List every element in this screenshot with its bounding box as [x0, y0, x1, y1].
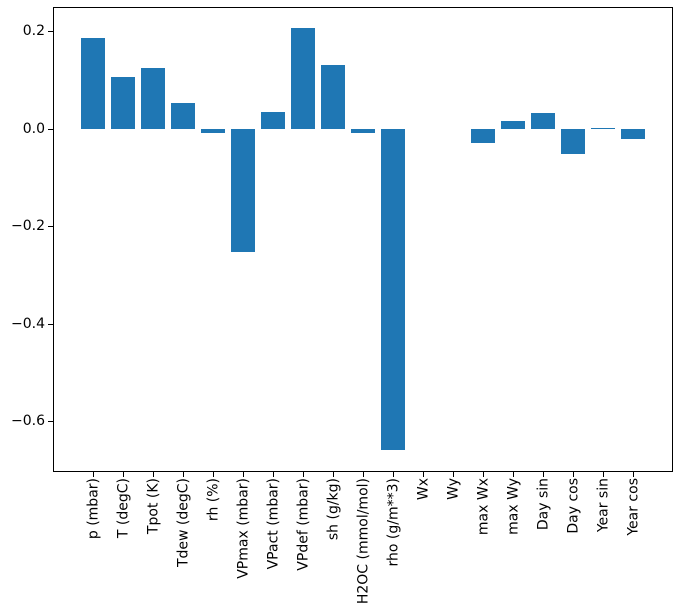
- y-tick-mark: [48, 323, 53, 325]
- y-tick-label: −0.2: [11, 218, 45, 235]
- bar-sh-g-kg: [321, 64, 345, 129]
- bar-max-wx: [470, 128, 495, 143]
- y-tick-mark: [48, 31, 53, 33]
- x-tick-mark: [273, 472, 275, 477]
- x-tick-mark: [363, 472, 364, 477]
- x-tick-mark: [602, 472, 604, 477]
- y-tick-label: 0.0: [22, 120, 45, 137]
- bar-t-degc: [111, 76, 136, 129]
- x-tick-mark: [572, 472, 574, 477]
- bar-rho-g-m-3: [381, 128, 405, 451]
- y-tick-label: 0.2: [22, 23, 45, 40]
- bar-tdew-degc: [171, 102, 196, 129]
- bar-vpdef-mbar: [291, 28, 315, 129]
- x-tick-mark: [482, 472, 484, 477]
- x-tick-mark: [632, 472, 634, 477]
- y-tick-label: −0.4: [11, 315, 45, 332]
- bar-vpact-mbar: [261, 111, 286, 129]
- bar-tpot-k: [141, 67, 166, 129]
- y-tick-mark: [48, 128, 53, 130]
- bar-rh: [201, 128, 226, 134]
- bar-year-cos: [620, 128, 645, 140]
- x-tick-mark: [213, 472, 215, 477]
- bar-vpmax-mbar: [231, 128, 256, 253]
- x-tick-mark: [243, 472, 245, 477]
- bar-day-cos: [560, 128, 585, 155]
- x-tick-mark: [393, 472, 394, 477]
- x-tick-mark: [333, 472, 334, 477]
- y-tick-label: −0.6: [11, 412, 45, 429]
- y-tick-mark: [48, 420, 53, 422]
- bar-max-wy: [500, 120, 525, 129]
- x-tick-mark: [123, 472, 125, 477]
- x-tick-mark: [452, 472, 454, 477]
- x-tick-mark: [153, 472, 155, 477]
- bar-h2oc-mmol-mol: [351, 128, 375, 133]
- x-tick-mark: [423, 472, 424, 477]
- bar-p-mbar: [81, 38, 106, 129]
- x-tick-mark: [183, 472, 185, 477]
- bar-day-sin: [530, 113, 555, 129]
- y-tick-mark: [48, 226, 53, 228]
- x-tick-mark: [512, 472, 514, 477]
- x-tick-mark: [303, 472, 304, 477]
- x-tick-mark: [542, 472, 544, 477]
- plot-area: [53, 7, 673, 472]
- x-tick-mark: [93, 472, 95, 477]
- bar-year-sin: [590, 127, 615, 129]
